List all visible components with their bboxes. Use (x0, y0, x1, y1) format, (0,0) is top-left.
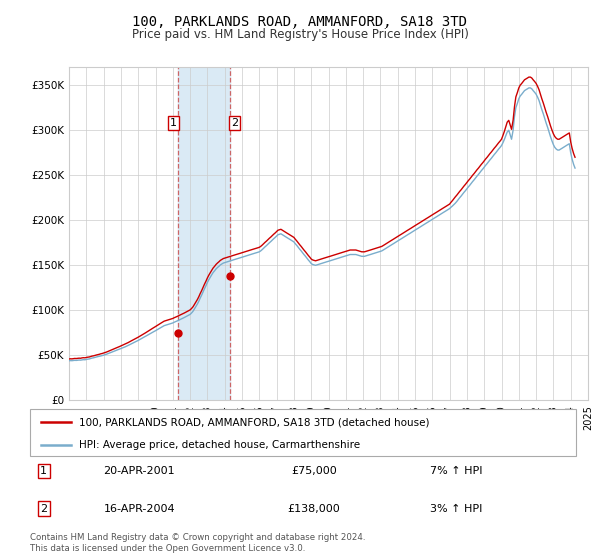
Text: 100, PARKLANDS ROAD, AMMANFORD, SA18 3TD (detached house): 100, PARKLANDS ROAD, AMMANFORD, SA18 3TD… (79, 417, 430, 427)
Text: HPI: Average price, detached house, Carmarthenshire: HPI: Average price, detached house, Carm… (79, 440, 360, 450)
Text: 2: 2 (40, 504, 47, 514)
Text: £75,000: £75,000 (291, 466, 337, 476)
Text: 2: 2 (230, 118, 238, 128)
Text: 16-APR-2004: 16-APR-2004 (103, 504, 175, 514)
Text: 20-APR-2001: 20-APR-2001 (103, 466, 175, 476)
Text: £138,000: £138,000 (287, 504, 340, 514)
FancyBboxPatch shape (30, 409, 576, 456)
Text: 100, PARKLANDS ROAD, AMMANFORD, SA18 3TD: 100, PARKLANDS ROAD, AMMANFORD, SA18 3TD (133, 15, 467, 29)
Text: 1: 1 (40, 466, 47, 476)
Text: 1: 1 (170, 118, 177, 128)
Text: Price paid vs. HM Land Registry's House Price Index (HPI): Price paid vs. HM Land Registry's House … (131, 28, 469, 41)
Bar (178, 67, 230, 400)
Text: Contains HM Land Registry data © Crown copyright and database right 2024.
This d: Contains HM Land Registry data © Crown c… (30, 533, 365, 553)
Text: 7% ↑ HPI: 7% ↑ HPI (430, 466, 482, 476)
Text: 3% ↑ HPI: 3% ↑ HPI (430, 504, 482, 514)
